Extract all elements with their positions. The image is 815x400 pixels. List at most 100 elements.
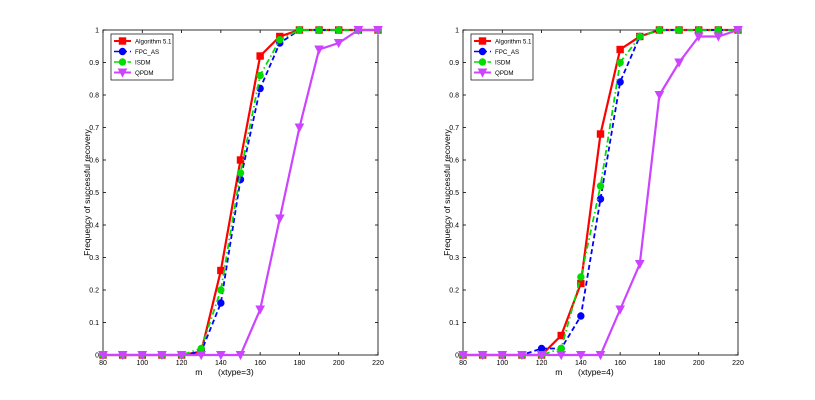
data-point (536, 351, 547, 361)
data-point (674, 58, 684, 68)
y-tick-label: 0.2 (89, 288, 99, 295)
x-tick-label: 160 (254, 360, 266, 367)
legend-marker (477, 68, 488, 78)
x-axis-label: m (195, 367, 202, 377)
legend-marker (478, 37, 487, 45)
data-point (98, 351, 108, 361)
legend: Algorithm 5.1 FPC_AS ISDM QPDM (470, 33, 534, 81)
data-point (117, 351, 128, 361)
data-point (353, 26, 364, 36)
data-point (196, 351, 207, 361)
legend-label: ISDM (495, 59, 510, 66)
y-tick-label: 0.4 (449, 223, 459, 230)
y-tick-label: 0.1 (89, 320, 99, 327)
data-point (256, 71, 264, 80)
y-tick-label: 0 (95, 353, 99, 360)
legend-marker (117, 68, 128, 78)
x-tick-label: 200 (693, 360, 705, 367)
y-tick-label: 0.6 (449, 158, 459, 165)
plot-area (462, 29, 739, 356)
data-point (636, 32, 644, 41)
data-point (197, 344, 205, 353)
y-axis-label: Frequency of successful recovery (82, 128, 92, 255)
data-point (713, 32, 724, 42)
data-point (458, 351, 468, 361)
data-point (315, 26, 323, 34)
data-point (693, 32, 704, 42)
data-point (276, 36, 284, 44)
data-point (615, 305, 625, 315)
data-point (333, 39, 344, 49)
legend-marker (478, 58, 487, 66)
data-point (595, 351, 606, 361)
data-point (255, 305, 265, 315)
x-tick-label: 180 (654, 360, 666, 367)
data-point (157, 351, 167, 361)
data-point (477, 351, 488, 361)
data-point (294, 123, 305, 133)
x-tick-label: 200 (333, 360, 345, 367)
y-tick-label: 0.8 (449, 93, 459, 100)
data-point (497, 351, 508, 361)
data-point (634, 260, 645, 270)
data-point (235, 351, 246, 361)
chart-xtype-3: 80 100 120 140 160 180 200 220 0 0.1 0.2 0.3 0.4 0.5 0… (82, 26, 384, 377)
data-point (517, 351, 527, 361)
legend-label: QPDM (135, 70, 154, 77)
x-tick-label: 120 (536, 360, 548, 367)
chart-xtype-4: 80 100 120 140 160 180 200 220 0 0.1 0.2 0.3 0.4 0.5 0… (442, 26, 744, 377)
data-point (217, 299, 225, 307)
y-tick-label: 0.9 (89, 60, 99, 67)
data-point (714, 26, 723, 34)
y-tick-label: 0.9 (449, 60, 459, 67)
legend-label: FPC_AS (495, 49, 519, 56)
data-point (176, 351, 187, 361)
y-tick-label: 1 (95, 28, 99, 35)
data-point (274, 214, 285, 224)
y-tick-label: 0.4 (89, 223, 99, 230)
legend-marker (118, 47, 127, 56)
y-tick-label: 1 (455, 28, 459, 35)
plot-area (102, 29, 379, 356)
y-tick-label: 0.6 (89, 158, 99, 165)
legend-label: Algorithm 5.1 (135, 38, 172, 45)
y-tick-label: 0 (455, 353, 459, 360)
x-tick-label: 80 (99, 360, 107, 367)
data-point (675, 26, 683, 34)
data-point (236, 169, 245, 177)
y-tick-label: 0.7 (89, 125, 99, 132)
data-point (314, 45, 324, 55)
series-qpdm (98, 26, 383, 361)
y-tick-label: 0.7 (449, 125, 459, 132)
legend-label: Algorithm 5.1 (495, 38, 532, 45)
data-point (256, 52, 264, 60)
y-tick-label: 0.5 (449, 190, 459, 197)
data-point (616, 78, 624, 86)
data-point (216, 351, 226, 361)
data-point (616, 45, 624, 54)
legend-label: QPDM (495, 70, 514, 77)
y-axis-label: Frequency of successful recovery (442, 128, 452, 255)
data-point (616, 58, 624, 67)
y-tick-label: 0.2 (449, 288, 459, 295)
data-point (537, 344, 546, 353)
x-tick-label: 140 (215, 360, 227, 367)
data-point (295, 26, 304, 34)
data-point (733, 26, 743, 36)
data-point (596, 182, 605, 190)
x-tick-label: 180 (294, 360, 306, 367)
data-point (655, 26, 664, 34)
data-point (577, 273, 585, 281)
y-tick-label: 0.8 (89, 93, 99, 100)
x-tick-label: 100 (496, 360, 508, 367)
x-tick-label: 140 (575, 360, 587, 367)
data-point (654, 91, 665, 101)
data-point (695, 26, 703, 34)
y-tick-label: 0.1 (449, 320, 459, 327)
data-point (217, 286, 225, 294)
legend-marker (118, 58, 127, 66)
x-tick-label: 100 (136, 360, 148, 367)
x-axis-label-suffix: (xtype=3) (218, 367, 254, 377)
y-tick-label: 0.3 (89, 255, 99, 262)
data-point (556, 351, 567, 361)
